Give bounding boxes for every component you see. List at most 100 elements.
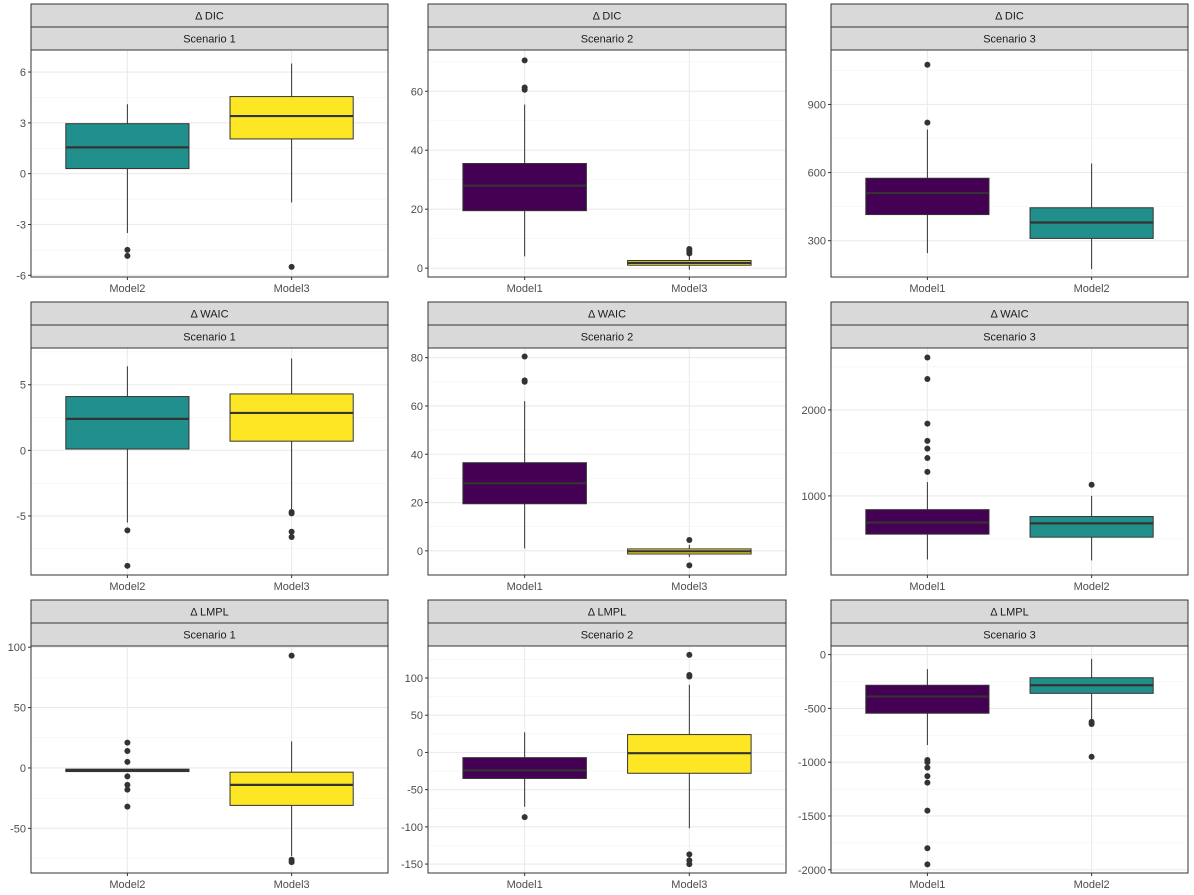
y-tick-label: -1500 [798, 811, 826, 823]
panel-border [427, 347, 787, 576]
x-tick-label: Model1 [909, 581, 945, 593]
y-tick-label: -6 [16, 270, 26, 282]
strip-metric-label: Δ DIC [995, 11, 1024, 23]
box-iqr [65, 123, 190, 170]
outlier-point [1088, 753, 1095, 760]
outlier-point [521, 353, 528, 360]
y-tick-label: 0 [20, 445, 26, 457]
y-tick-label: 3 [20, 118, 26, 130]
x-tick-label: Model2 [1074, 283, 1110, 295]
outlier-point [686, 245, 693, 252]
box-model2 [1029, 481, 1154, 561]
y-tick-label: 300 [808, 236, 826, 248]
x-tick-label: Model1 [909, 879, 945, 891]
box-iqr [462, 163, 587, 212]
x-tick-label: Model2 [1074, 581, 1110, 593]
y-tick-label: 0 [417, 546, 423, 558]
facet-panel: Δ WAIC Scenario 3 1000 2000 Model1 Model2 [802, 301, 1189, 593]
y-tick-label: 20 [411, 498, 423, 510]
panel-border [30, 347, 389, 576]
outlier-point [686, 651, 693, 658]
outlier-point [288, 528, 295, 535]
outlier-point [924, 807, 931, 814]
panel-border [30, 49, 389, 278]
strip-scenario-label: Scenario 1 [183, 630, 236, 642]
x-tick-label: Model2 [109, 879, 145, 891]
x-tick-label: Model3 [671, 879, 707, 891]
panel-background [831, 348, 1188, 575]
y-tick-label: -100 [401, 822, 423, 834]
x-tick-label: Model1 [507, 581, 543, 593]
panel-border [830, 645, 1189, 874]
box-iqr [462, 757, 587, 779]
outlier-point [288, 533, 295, 540]
panel-background [31, 348, 388, 575]
facet-panel: Δ DIC Scenario 1 -6 -3 0 3 6 Model2 Model3 [16, 3, 389, 295]
outlier-point [924, 420, 931, 427]
strip-metric-label: Δ LMPL [190, 607, 229, 619]
outlier-point [288, 510, 295, 517]
outlier-point [686, 851, 693, 858]
x-tick-label: Model1 [507, 879, 543, 891]
box-model3 [627, 245, 752, 270]
x-tick-label: Model2 [109, 283, 145, 295]
y-tick-label: 6 [20, 67, 26, 79]
outlier-point [924, 773, 931, 780]
outlier-point [924, 779, 931, 786]
outlier-point [924, 437, 931, 444]
outlier-point [124, 781, 131, 788]
outlier-point [288, 859, 295, 866]
outlier-point [924, 468, 931, 475]
y-tick-label: -50 [407, 785, 423, 797]
facet-panel: Δ LMPL Scenario 1 -50 0 50 100 Model2 Model3 [8, 599, 389, 891]
box-model1 [462, 57, 587, 257]
outlier-point [924, 759, 931, 766]
outlier-point [124, 739, 131, 746]
y-tick-label: 80 [411, 353, 423, 365]
box-model2 [65, 739, 190, 810]
outlier-point [521, 814, 528, 821]
strip-metric-label: Δ LMPL [588, 607, 627, 619]
x-tick-label: Model3 [671, 283, 707, 295]
outlier-point [521, 57, 528, 64]
y-tick-label: -150 [401, 859, 423, 871]
y-tick-label: 20 [411, 204, 423, 216]
panel-background [831, 50, 1188, 277]
outlier-point [288, 263, 295, 270]
y-tick-label: 0 [20, 169, 26, 181]
outlier-point [924, 375, 931, 382]
x-tick-label: Model3 [274, 879, 310, 891]
outlier-point [924, 354, 931, 361]
strip-metric-label: Δ DIC [593, 11, 622, 23]
panel-border [830, 347, 1189, 576]
y-tick-label: 2000 [802, 405, 826, 417]
box-model2 [1029, 163, 1154, 270]
y-tick-label: -1000 [798, 757, 826, 769]
outlier-point [686, 673, 693, 680]
strip-metric-label: Δ DIC [195, 11, 224, 23]
outlier-point [924, 119, 931, 126]
x-tick-label: Model2 [1074, 879, 1110, 891]
y-tick-label: -3 [16, 219, 26, 231]
panel-background [31, 646, 388, 873]
box-model3 [229, 358, 354, 540]
y-tick-label: 1000 [802, 491, 826, 503]
x-tick-label: Model2 [109, 581, 145, 593]
y-tick-label: 60 [411, 86, 423, 98]
box-model2 [65, 104, 190, 259]
y-tick-label: 100 [8, 642, 26, 654]
x-tick-label: Model3 [671, 581, 707, 593]
box-model1 [865, 354, 990, 560]
box-model3 [627, 536, 752, 569]
panel-border [30, 645, 389, 874]
panel-border [427, 49, 787, 278]
outlier-point [124, 527, 131, 534]
outlier-point [124, 786, 131, 793]
outlier-point [124, 246, 131, 253]
y-tick-label: 100 [405, 673, 423, 685]
strip-scenario-label: Scenario 2 [581, 332, 634, 344]
box-model1 [462, 732, 587, 821]
strip-scenario-label: Scenario 1 [183, 332, 236, 344]
facet-panel: Δ LMPL Scenario 3 -2000 -1500 -1000 -500 0 Mode… [798, 599, 1189, 891]
